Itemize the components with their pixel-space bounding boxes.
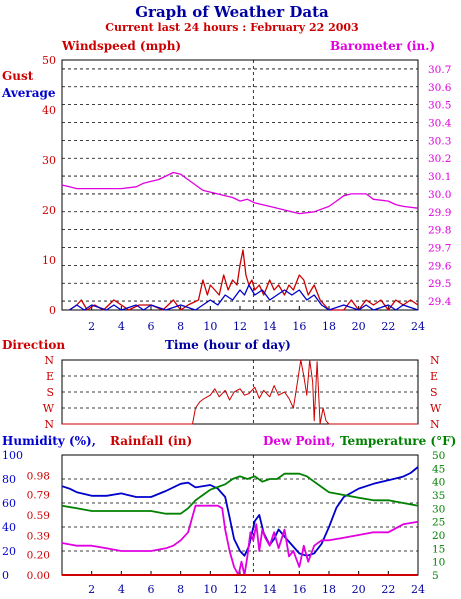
- barometer-tick-label: 30.5: [428, 100, 451, 112]
- rainfall-tick-label: 0.79: [27, 490, 50, 502]
- humidity-tick-label: 100: [2, 449, 23, 462]
- direction-left-tick-label: W: [43, 402, 55, 415]
- rainfall-tick-label: 0.98: [27, 470, 50, 482]
- temperature-tick-label: 30: [432, 503, 445, 515]
- direction-right-tick-label: S: [430, 386, 438, 399]
- temperature-tick-label: 10: [432, 557, 445, 569]
- dew-point-line: [61, 504, 419, 576]
- temperature-tick-label: 35: [432, 490, 445, 502]
- humidity-tick-label: 40: [2, 521, 16, 534]
- temperature-tick-label: 50: [432, 450, 445, 462]
- humidity-tick-label: 80: [2, 473, 16, 486]
- wind-xtick-label: 24: [411, 320, 425, 333]
- humidity-xtick-label: 12: [233, 583, 247, 596]
- humidity-tick-label: 60: [2, 497, 16, 510]
- rainfall-axis-label: Rainfall (in): [110, 434, 192, 448]
- direction-axis-label: Direction: [2, 338, 65, 352]
- windspeed-tick-label: 0: [49, 304, 56, 317]
- barometer-tick-label: 30.1: [428, 171, 451, 183]
- humidity-xtick-label: 6: [148, 583, 155, 596]
- wind-xtick-label: 14: [263, 320, 277, 333]
- humidity-xtick-label: 2: [88, 583, 95, 596]
- graph-title: Graph of Weather Data: [135, 3, 329, 21]
- wind-xtick-label: 12: [233, 320, 247, 333]
- humidity-line: [61, 466, 419, 557]
- humidity-xtick-label: 14: [263, 583, 277, 596]
- wind-plot-frame: [61, 59, 419, 311]
- humidity-xtick-label: 16: [292, 583, 306, 596]
- direction-left-tick-label: E: [46, 370, 54, 383]
- rainfall-tick-label: 0.20: [27, 550, 50, 562]
- windspeed-tick-label: 40: [42, 104, 56, 117]
- temperature-tick-label: 45: [432, 463, 445, 475]
- direction-right-tick-label: N: [430, 418, 440, 431]
- windspeed-tick-label: 20: [42, 204, 56, 217]
- direction-right-tick-label: E: [430, 370, 438, 383]
- humidity-xtick-label: 20: [352, 583, 366, 596]
- barometer-tick-label: 29.6: [428, 260, 452, 272]
- temperature-axis-label: Temperature (°F): [340, 434, 456, 448]
- wind-xtick-label: 10: [203, 320, 217, 333]
- temperature-line: [61, 472, 419, 515]
- humidity-xtick-label: 18: [322, 583, 336, 596]
- direction-right-tick-label: W: [430, 402, 442, 415]
- barometer-tick-label: 29.8: [428, 225, 451, 237]
- barometer-tick-label: 29.9: [428, 207, 451, 219]
- barometer-tick-label: 29.4: [428, 296, 452, 308]
- barometer-tick-label: 30.4: [428, 118, 452, 130]
- temperature-tick-label: 40: [432, 477, 445, 489]
- barometer-tick-label: 30.3: [428, 135, 451, 147]
- direction-line: [62, 359, 418, 425]
- windspeed-tick-label: 50: [42, 54, 56, 67]
- gust-legend-label: Gust: [2, 69, 34, 83]
- humidity-axis-label: Humidity (%),: [2, 434, 96, 448]
- wind-xtick-label: 20: [352, 320, 366, 333]
- barometer-axis-label: Barometer (in.): [330, 39, 435, 53]
- wind-xtick-label: 22: [381, 320, 395, 333]
- humidity-plot-frame: [61, 454, 419, 576]
- windspeed-axis-label: Windspeed (mph): [61, 39, 181, 53]
- direction-right-tick-label: N: [430, 354, 440, 367]
- windspeed-tick-label: 30: [42, 154, 56, 167]
- temperature-tick-label: 25: [432, 517, 445, 529]
- barometer-tick-label: 30.2: [428, 153, 451, 165]
- temperature-tick-label: 20: [432, 530, 445, 542]
- wind-xtick-label: 18: [322, 320, 336, 333]
- wind-xtick-label: 4: [118, 320, 125, 333]
- barometer-tick-label: 30.6: [428, 82, 452, 94]
- rainfall-tick-label: 0.39: [27, 530, 50, 542]
- barometer-tick-label: 30.7: [428, 64, 451, 76]
- average-line: [69, 284, 419, 311]
- average-legend-label: Average: [1, 86, 56, 100]
- wind-xtick-label: 8: [177, 320, 184, 333]
- humidity-xtick-label: 10: [203, 583, 217, 596]
- humidity-xtick-label: 4: [118, 583, 125, 596]
- temperature-tick-label: 5: [432, 570, 439, 582]
- wind-xtick-label: 2: [88, 320, 95, 333]
- graph-subtitle: Current last 24 hours : February 22 2003: [105, 21, 358, 34]
- time-axis-label: Time (hour of day): [165, 338, 291, 352]
- direction-left-tick-label: N: [44, 418, 54, 431]
- direction-left-tick-label: S: [46, 386, 54, 399]
- rainfall-tick-label: 0.00: [27, 570, 50, 582]
- barometer-line: [61, 171, 419, 215]
- barometer-tick-label: 30.0: [428, 189, 451, 201]
- humidity-xtick-label: 8: [177, 583, 184, 596]
- dewpoint-axis-label: Dew Point,: [263, 434, 335, 448]
- humidity-tick-label: 0: [2, 569, 9, 582]
- wind-xtick-label: 6: [148, 320, 155, 333]
- barometer-tick-label: 29.5: [428, 278, 451, 290]
- humidity-xtick-label: 24: [411, 583, 425, 596]
- humidity-xtick-label: 22: [381, 583, 395, 596]
- rainfall-tick-label: 0.59: [27, 510, 50, 522]
- humidity-tick-label: 20: [2, 545, 16, 558]
- windspeed-tick-label: 10: [42, 254, 56, 267]
- direction-left-tick-label: N: [44, 354, 54, 367]
- wind-xtick-label: 16: [292, 320, 306, 333]
- barometer-tick-label: 29.7: [428, 243, 451, 255]
- temperature-tick-label: 15: [432, 543, 445, 555]
